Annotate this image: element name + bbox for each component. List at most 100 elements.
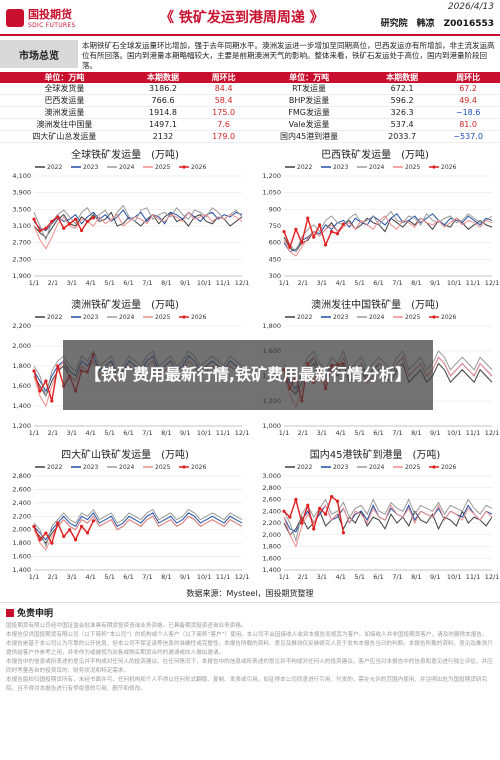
x-tick-label: 9/1 (180, 573, 190, 581)
kpi-right-name: BHP发运量 (250, 94, 369, 107)
kpi-row: 四大矿山总发运量 2132 179.0 国内45港到港量 2033.7 −537.0 (0, 130, 500, 143)
data-point-2026 (312, 235, 316, 239)
kpi-left-name: 四大矿山总发运量 (0, 130, 129, 143)
kpi-header: 本期数据 (368, 72, 437, 83)
logo-icon (6, 8, 24, 27)
legend-label: 2026 (191, 314, 206, 321)
y-tick-label: 300 (269, 272, 281, 280)
x-tick-label: 11/1 (466, 573, 481, 581)
data-point-2026 (288, 245, 292, 249)
data-point-2026 (306, 216, 310, 220)
kpi-left-value: 766.6 (128, 94, 198, 107)
x-tick-label: 1/1 (29, 279, 39, 287)
y-tick-label: 1,900 (12, 272, 31, 280)
kpi-right-name: FMG发运量 (250, 106, 369, 119)
y-tick-label: 4,100 (12, 172, 31, 180)
chart-global-shipment: 全球铁矿发运量 (万吨) 2022 2023 2024 2025 2026 1,900 2,3… (12, 148, 249, 287)
data-point-2026 (85, 531, 90, 535)
x-tick-label: 9/1 (180, 279, 190, 287)
legend-label: 2023 (83, 464, 98, 471)
y-tick-label: 1,050 (262, 189, 281, 197)
data-point-2026 (300, 521, 304, 525)
x-tick-label: 1/1 (279, 279, 289, 287)
x-tick-label: 7/1 (392, 429, 402, 437)
data-point-2026 (341, 531, 346, 535)
kpi-row: 巴西发运量 766.6 58.4 BHP发运量 596.2 49.4 (0, 94, 500, 107)
x-tick-label: 5/1 (104, 279, 114, 287)
x-tick-label: 5/1 (354, 279, 364, 287)
x-tick-label: 6/1 (123, 279, 133, 287)
data-point-2026 (68, 222, 72, 226)
data-point-2026 (79, 228, 84, 233)
kpi-row: 澳洲发运量 1914.8 175.0 FMG发运量 326.3 −18.6 (0, 106, 500, 119)
kpi-left-name: 澳洲发往中国量 (0, 118, 129, 131)
x-tick-label: 5/1 (104, 429, 114, 437)
kpi-right-value: 2033.7 (368, 130, 437, 143)
y-tick-label: 1,400 (12, 402, 31, 410)
legend-label: 2023 (333, 314, 348, 321)
y-tick-label: 2,800 (262, 484, 281, 492)
legend-label: 2024 (369, 164, 384, 171)
data-point-2026 (341, 222, 346, 226)
data-point-2026 (38, 228, 42, 233)
y-tick-label: 2,800 (12, 472, 31, 480)
kpi-left-name: 全球发货量 (0, 83, 129, 95)
x-tick-label: 6/1 (373, 573, 383, 581)
legend-label: 2025 (155, 314, 170, 321)
kpi-left-change: 175.0 (197, 106, 251, 119)
legend-label: 2022 (297, 164, 312, 171)
legend-label: 2023 (83, 164, 98, 171)
y-tick-label: 1,200 (12, 422, 31, 430)
data-point-2026 (62, 534, 66, 539)
kpi-table: 单位：万吨 本期数据 周环比 单位：万吨 本期数据 周环比 全球发货量 3186.… (0, 72, 500, 143)
kpi-left-value: 3186.2 (128, 83, 198, 95)
chart-title: 国内45港铁矿到港量 (万吨) (310, 448, 441, 461)
x-tick-label: 12/1 (485, 429, 500, 437)
kpi-left-value: 1914.8 (128, 106, 198, 119)
y-tick-label: 1,800 (262, 322, 281, 330)
y-tick-label: 3,500 (12, 205, 31, 213)
data-point-2026 (32, 524, 36, 528)
series-line-2023 (283, 213, 493, 253)
legend-marker (182, 465, 186, 469)
y-tick-label: 750 (269, 222, 281, 230)
legend-label: 2025 (155, 464, 170, 471)
kpi-left-name: 巴西发运量 (0, 94, 129, 107)
y-tick-label: 1,600 (12, 553, 31, 561)
x-tick-label: 11/1 (466, 429, 481, 437)
x-tick-label: 9/1 (430, 429, 440, 437)
kpi-right-value: 596.2 (368, 94, 437, 107)
report-date: 2026/4/13 (447, 2, 494, 12)
y-tick-label: 1,800 (12, 362, 31, 370)
data-point-2026 (85, 219, 90, 224)
logo-cn: 国投期货 (28, 8, 72, 21)
legend-label: 2026 (441, 464, 456, 471)
y-tick-label: 1,000 (262, 422, 281, 430)
chart-port45-arrival: 国内45港铁矿到港量 (万吨) 2022 2023 2024 2025 2026 1,400… (262, 448, 499, 581)
legend-marker (432, 315, 436, 319)
x-tick-label: 8/1 (161, 429, 171, 437)
kpi-right-name: 国内45港到港量 (250, 130, 369, 143)
x-tick-label: 5/1 (104, 573, 114, 581)
legend-label: 2022 (47, 314, 62, 321)
data-point-2026 (44, 226, 48, 230)
legend-label: 2024 (119, 164, 134, 171)
data-point-2026 (324, 512, 328, 516)
y-tick-label: 2,400 (12, 499, 31, 507)
data-point-2026 (56, 215, 60, 219)
legend-marker (432, 465, 436, 469)
kpi-header: 本期数据 (128, 72, 198, 83)
legend-label: 2022 (297, 314, 312, 321)
kpi-left-change: 58.4 (197, 94, 251, 107)
x-tick-label: 4/1 (85, 573, 95, 581)
kpi-left-change: 84.4 (197, 83, 251, 95)
legend-label: 2026 (441, 164, 456, 171)
summary-text: 本期铁矿石全球发运量环比增加，强于去年同期水平。澳洲发运进一步增加至同期高位，巴… (82, 41, 495, 70)
kpi-left-change: 179.0 (197, 130, 251, 143)
x-tick-label: 10/1 (447, 429, 462, 437)
kpi-right-value: 326.3 (368, 106, 437, 119)
chart-title: 全球铁矿发运量 (万吨) (71, 148, 179, 161)
series-line-2024 (33, 204, 243, 242)
y-tick-label: 2,600 (262, 496, 281, 504)
series-line-2023 (33, 209, 243, 232)
